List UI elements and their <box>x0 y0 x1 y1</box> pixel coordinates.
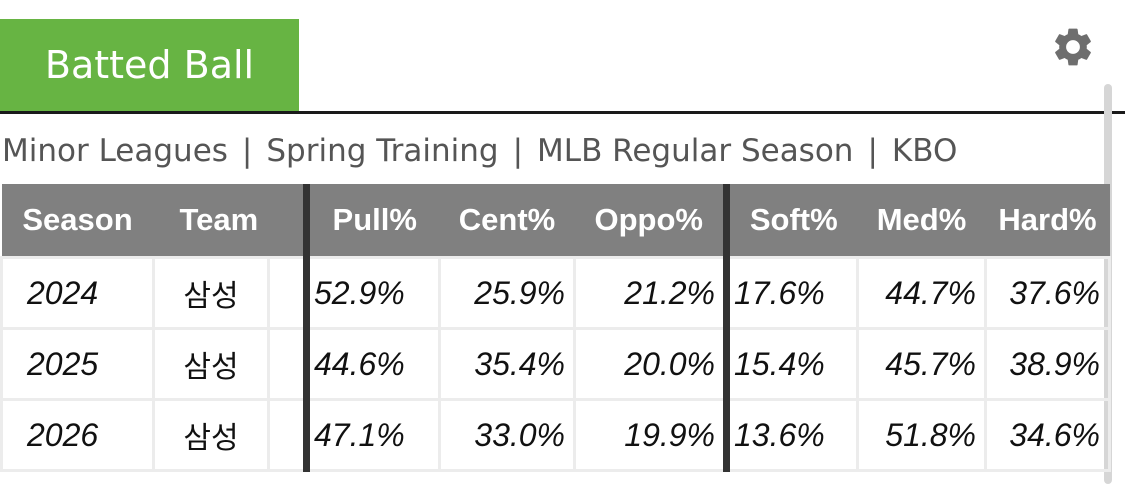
tab-label: Batted Ball <box>44 43 255 87</box>
cell-med-pct: 45.7% <box>856 327 987 401</box>
cell-pull-pct: 44.6% <box>303 327 441 401</box>
cell-blank <box>267 256 308 330</box>
header-hard-pct[interactable]: Hard% <box>985 184 1110 258</box>
header-med-pct[interactable]: Med% <box>857 184 986 258</box>
gear-icon[interactable] <box>1050 24 1096 70</box>
league-nav: Minor Leagues | Spring Training | MLB Re… <box>2 128 957 174</box>
cell-blank <box>267 327 308 401</box>
cell-med-pct: 44.7% <box>856 256 987 330</box>
table-row: 2025 삼성 44.6% 35.4% 20.0% 15.4% 45.7% 38… <box>0 327 1111 401</box>
cell-season: 2025 <box>0 327 155 401</box>
tab-batted-ball[interactable]: Batted Ball <box>0 19 299 111</box>
nav-minor-leagues[interactable]: Minor Leagues <box>2 133 228 169</box>
cell-cent-pct: 25.9% <box>438 256 576 330</box>
cell-cent-pct: 33.0% <box>438 398 576 472</box>
cell-season: 2026 <box>0 398 155 472</box>
cell-oppo-pct: 20.0% <box>573 327 728 401</box>
header-oppo-pct[interactable]: Oppo% <box>574 184 727 258</box>
cell-oppo-pct: 19.9% <box>573 398 728 472</box>
table-header-row: Season Team Pull% Cent% Oppo% Soft% Med%… <box>1 184 1110 258</box>
header-cent-pct[interactable]: Cent% <box>439 184 575 258</box>
cell-pull-pct: 52.9% <box>303 256 441 330</box>
header-team[interactable]: Team <box>153 184 269 258</box>
cell-team: 삼성 <box>152 256 270 330</box>
nav-mlb-regular-season[interactable]: MLB Regular Season <box>537 133 854 169</box>
cell-soft-pct: 13.6% <box>723 398 859 472</box>
cell-blank <box>267 398 308 472</box>
batted-ball-table: Season Team Pull% Cent% Oppo% Soft% Med%… <box>0 184 1111 472</box>
table-row: 2026 삼성 47.1% 33.0% 19.9% 13.6% 51.8% 34… <box>0 398 1111 472</box>
header-soft-pct[interactable]: Soft% <box>723 184 858 258</box>
cell-pull-pct: 47.1% <box>303 398 441 472</box>
nav-separator: | <box>512 133 524 169</box>
cell-soft-pct: 17.6% <box>723 256 859 330</box>
cell-season: 2024 <box>0 256 155 330</box>
header-blank <box>268 184 307 258</box>
nav-separator: | <box>867 133 878 169</box>
cell-hard-pct: 37.6% <box>984 256 1111 330</box>
cell-soft-pct: 15.4% <box>723 327 859 401</box>
cell-cent-pct: 35.4% <box>438 327 576 401</box>
cell-team: 삼성 <box>152 327 270 401</box>
header-pull-pct[interactable]: Pull% <box>303 184 440 258</box>
nav-kbo[interactable]: KBO <box>891 133 958 169</box>
tab-underline <box>0 111 1125 114</box>
cell-hard-pct: 34.6% <box>984 398 1111 472</box>
table-row: 2024 삼성 52.9% 25.9% 21.2% 17.6% 44.7% 37… <box>0 256 1111 330</box>
cell-med-pct: 51.8% <box>856 398 987 472</box>
cell-oppo-pct: 21.2% <box>573 256 728 330</box>
cell-team: 삼성 <box>152 398 270 472</box>
nav-spring-training[interactable]: Spring Training <box>266 133 499 169</box>
cell-hard-pct: 38.9% <box>984 327 1111 401</box>
header-season[interactable]: Season <box>1 184 154 258</box>
nav-separator: | <box>241 133 253 169</box>
